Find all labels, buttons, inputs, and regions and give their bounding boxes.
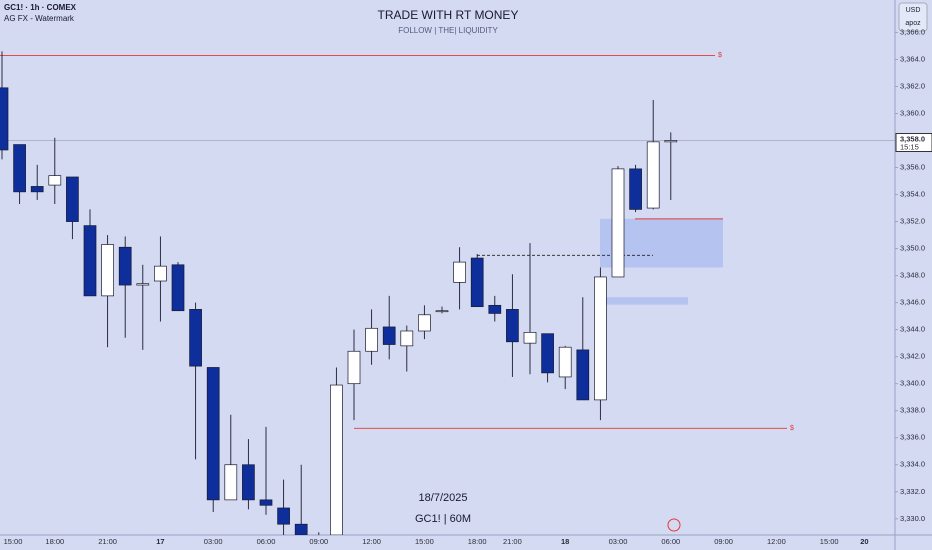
candle-body <box>154 265 167 282</box>
x-tick-label: 03:00 <box>204 537 223 546</box>
annotation: GC1! | 60M <box>415 513 471 525</box>
y-tick-label: 3,338.0 <box>900 406 925 415</box>
x-tick-label: 18:00 <box>468 537 487 546</box>
candle-body <box>594 276 607 401</box>
candle-body <box>259 499 273 506</box>
candle-body <box>558 346 572 378</box>
x-tick-label: 12:00 <box>767 537 786 546</box>
candle-body <box>347 350 361 385</box>
candle-body <box>294 523 308 535</box>
candle-body <box>576 349 590 401</box>
candle-body <box>136 283 150 286</box>
y-tick-label: 3,344.0 <box>900 325 925 334</box>
symbol: GC1! · 1h · COMEX <box>4 3 77 12</box>
candle-body <box>171 264 185 312</box>
indicator: AG FX - Watermark <box>4 14 75 23</box>
last-price-label: 3,358.0 <box>900 134 925 143</box>
candle-body <box>189 309 202 367</box>
candle-body <box>382 326 396 345</box>
level-label: $ <box>718 52 722 59</box>
chart-title: TRADE WITH RT MONEY <box>378 8 519 22</box>
candle-body <box>330 384 343 535</box>
candle-body <box>506 309 519 343</box>
candle-body <box>418 314 431 332</box>
y-tick-label: 3,346.0 <box>900 298 925 307</box>
y-tick-label: 3,350.0 <box>900 244 925 253</box>
y-tick-label: 3,340.0 <box>900 379 925 388</box>
x-tick-label: 15:00 <box>820 537 839 546</box>
plot-area: $$ <box>0 51 895 535</box>
y-tick-label: 3,342.0 <box>900 352 925 361</box>
candle-body <box>0 87 9 151</box>
x-tick-label: 21:00 <box>503 537 522 546</box>
zone <box>600 297 688 305</box>
candle-body <box>101 244 114 297</box>
candle-body <box>30 186 44 193</box>
x-tick-label: 20 <box>860 537 868 546</box>
candle-body <box>523 331 537 344</box>
candle-body <box>470 257 484 308</box>
x-tick-label: 09:00 <box>309 537 328 546</box>
annotation: 18/7/2025 <box>419 492 468 504</box>
x-tick-label: 09:00 <box>714 537 733 546</box>
y-tick-label: 3,362.0 <box>900 81 925 90</box>
alert-icon[interactable] <box>667 518 681 532</box>
candle-body <box>277 507 290 525</box>
candle-body <box>629 168 642 210</box>
candle-body <box>242 464 255 501</box>
candle-body <box>48 175 62 186</box>
x-tick-label: 17 <box>156 537 164 546</box>
y-tick-label: 3,354.0 <box>900 190 925 199</box>
candle-body <box>400 330 414 347</box>
y-tick-label: 3,356.0 <box>900 163 925 172</box>
candle-body <box>206 367 220 501</box>
y-tick-label: 3,360.0 <box>900 108 925 117</box>
candle-body <box>664 140 678 143</box>
y-tick-label: 3,364.0 <box>900 54 925 63</box>
y-tick-label: 3,336.0 <box>900 433 925 442</box>
currency: USD <box>906 7 921 14</box>
x-tick-label: 15:00 <box>4 537 23 546</box>
x-tick-label: 18:00 <box>45 537 64 546</box>
currency-box[interactable] <box>898 2 928 32</box>
y-tick-label: 3,352.0 <box>900 217 925 226</box>
candle-body <box>488 304 502 314</box>
y-tick-label: 3,332.0 <box>900 487 925 496</box>
candle-body <box>435 310 449 313</box>
candle-body <box>224 464 238 501</box>
y-tick-label: 3,348.0 <box>900 271 925 280</box>
y-tick-label: 3,366.0 <box>900 27 925 36</box>
x-tick-label: 21:00 <box>98 537 117 546</box>
candle-body <box>83 225 97 297</box>
candle-body <box>453 261 466 283</box>
x-tick-label: 03:00 <box>609 537 628 546</box>
candle-body <box>13 144 26 193</box>
chart-subtitle: FOLLOW | THE| LIQUIDITY <box>398 26 498 35</box>
x-tick-label: 06:00 <box>661 537 680 546</box>
candle-body <box>365 327 378 352</box>
level-label: $ <box>790 425 794 432</box>
y-tick-label: 3,334.0 <box>900 460 925 469</box>
countdown: 15:15 <box>900 142 919 151</box>
x-tick-label: 12:00 <box>362 537 381 546</box>
candle-body <box>646 141 660 209</box>
candle-body <box>541 333 554 374</box>
last-price-box <box>895 133 932 153</box>
x-tick-label: 18 <box>561 537 569 546</box>
x-tick-label: 15:00 <box>415 537 434 546</box>
candle-body <box>118 246 132 286</box>
candle-body <box>66 176 79 222</box>
candle-body <box>611 168 625 278</box>
y-tick-label: 3,330.0 <box>900 514 925 523</box>
x-tick-label: 06:00 <box>257 537 276 546</box>
user: apoz <box>905 20 921 27</box>
